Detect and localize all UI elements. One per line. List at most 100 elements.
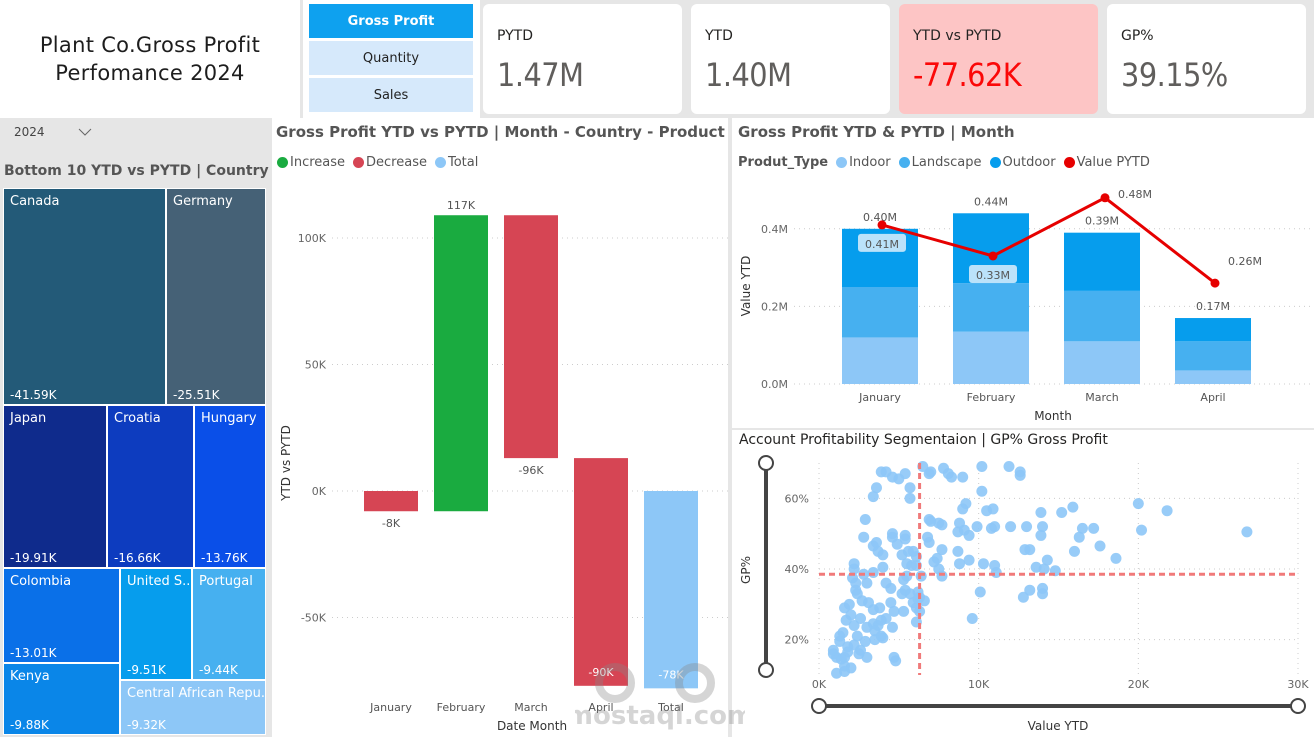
legend-dot-icon xyxy=(1063,157,1075,168)
x-tick-label: April xyxy=(1200,391,1225,404)
scatter-point xyxy=(848,620,860,632)
scatter-point xyxy=(1110,552,1122,564)
year-slicer[interactable]: 2024 xyxy=(0,120,270,144)
stacked-bar-segment xyxy=(953,331,1029,384)
treemap-cell[interactable]: United S... -9.51K xyxy=(120,568,192,680)
pytd-point xyxy=(1100,193,1110,203)
legend-item-landscape[interactable]: Landscape xyxy=(898,155,982,170)
legend-dot-icon xyxy=(353,157,365,168)
kpi-label: YTD vs PYTD xyxy=(913,28,1002,44)
x-tick-label: March xyxy=(514,701,548,714)
scatter-point xyxy=(870,482,882,494)
treemap-cell[interactable]: Canada -41.59K xyxy=(3,188,166,405)
report-title-line-1: Plant Co.Gross Profit xyxy=(39,33,261,57)
bar-total-label: 0.17M xyxy=(1196,300,1230,313)
scatter-point xyxy=(834,635,846,647)
metric-button-quantity[interactable]: Quantity xyxy=(309,41,473,75)
y-axis-title: YTD vs PYTD xyxy=(279,425,293,502)
x-axis-title: Value YTD xyxy=(1028,719,1089,733)
metric-button-sales[interactable]: Sales xyxy=(309,78,473,112)
country-value: -19.91K xyxy=(10,551,57,565)
treemap-cell[interactable]: Japan -19.91K xyxy=(3,405,107,568)
treemap-cell[interactable]: Croatia -16.66K xyxy=(107,405,194,568)
x-tick-label: March xyxy=(1085,391,1119,404)
x-tick-label: 20K xyxy=(1128,678,1150,691)
country-value: -13.01K xyxy=(10,646,57,660)
waterfall-bar xyxy=(364,491,418,512)
scatter-point xyxy=(901,558,913,570)
scatter-point xyxy=(861,577,873,589)
line-label: 0.33M xyxy=(976,269,1010,282)
scatter-point xyxy=(880,612,892,624)
country-value: -13.76K xyxy=(201,551,248,565)
kpi-card-gp-percent: GP% 39.15% xyxy=(1107,4,1306,114)
country-name: Croatia xyxy=(114,411,161,426)
kpi-label: YTD xyxy=(705,28,733,44)
legend-label: Landscape xyxy=(911,155,982,170)
y-tick-label: 20% xyxy=(785,634,809,647)
line-label: 0.41M xyxy=(865,238,899,251)
scatter-point xyxy=(904,492,916,504)
legend-item-indoor[interactable]: Indoor xyxy=(836,155,891,170)
legend-label: Value PYTD xyxy=(1076,155,1150,170)
y-tick-label: 40% xyxy=(785,563,809,576)
treemap-cell[interactable]: Hungary -13.76K xyxy=(194,405,266,568)
x-tick-label: 30K xyxy=(1287,678,1309,691)
stacked-bar-segment xyxy=(842,337,918,384)
scatter-point xyxy=(904,482,916,494)
scatter-point xyxy=(899,533,911,545)
treemap-cell[interactable]: Kenya -9.88K xyxy=(3,663,120,735)
y-tick-label: 50K xyxy=(305,359,327,372)
waterfall-title: Gross Profit YTD vs PYTD | Month - Count… xyxy=(276,123,725,141)
treemap-title: Bottom 10 YTD vs PYTD | Country xyxy=(4,163,269,179)
x-axis-title: Date Month xyxy=(497,719,567,733)
treemap-cell[interactable]: Portugal -9.44K xyxy=(192,568,266,680)
legend-item-total[interactable]: Total xyxy=(434,155,478,170)
treemap-cell[interactable]: Germany -25.51K xyxy=(166,188,266,405)
scatter-point xyxy=(877,561,889,573)
country-name: Kenya xyxy=(10,669,50,684)
scatter-point xyxy=(1136,524,1148,536)
x-tick-label: April xyxy=(588,701,613,714)
legend-item-increase[interactable]: Increase xyxy=(277,155,345,170)
data-label: -96K xyxy=(518,464,544,477)
scatter-point xyxy=(1021,521,1033,533)
y-tick-label: 0.2M xyxy=(761,300,788,313)
scatter-point xyxy=(977,558,989,570)
scatter-point xyxy=(1024,584,1036,596)
scatter-point xyxy=(987,503,999,515)
kpi-label: PYTD xyxy=(497,28,534,44)
legend-label: Outdoor xyxy=(1002,155,1056,170)
scatter-point xyxy=(1037,588,1049,600)
scatter-point xyxy=(858,531,870,543)
country-value: -9.44K xyxy=(199,663,238,677)
legend-label: Increase xyxy=(290,155,346,170)
value-slider-handle-left[interactable] xyxy=(811,698,827,714)
stacked-bar-segment xyxy=(1064,290,1140,342)
year-dropdown[interactable]: 2024 xyxy=(8,121,98,143)
gp-slider-handle-top[interactable] xyxy=(758,455,774,471)
scatter-point xyxy=(1094,540,1106,552)
scatter-point xyxy=(954,517,966,529)
scatter-point xyxy=(989,521,1001,533)
scatter-point xyxy=(899,584,911,596)
treemap-cell[interactable]: Colombia -13.01K xyxy=(3,568,120,663)
scatter-point xyxy=(859,635,871,647)
scatter-point xyxy=(855,612,867,624)
treemap-cell[interactable]: Central African Repu... -9.32K xyxy=(120,680,266,735)
x-tick-label: 10K xyxy=(968,678,990,691)
scatter-chart: 20% 40% 60% 0K 10K 20K 30K Value YTD GP% xyxy=(739,455,1309,733)
gp-slider-handle-bottom[interactable] xyxy=(758,662,774,678)
metric-button-gross-profit[interactable]: Gross Profit xyxy=(309,4,473,38)
data-label: 117K xyxy=(447,199,476,212)
scatter-point xyxy=(872,545,884,557)
legend-item-value-pytd[interactable]: Value PYTD xyxy=(1063,155,1150,170)
legend-item-outdoor[interactable]: Outdoor xyxy=(989,155,1056,170)
scatter-point xyxy=(1035,506,1047,518)
chevron-down-icon xyxy=(78,128,92,136)
legend-item-decrease[interactable]: Decrease xyxy=(353,155,427,170)
scatter-point xyxy=(867,491,879,503)
legend-dot-icon xyxy=(434,157,446,168)
value-slider-handle-right[interactable] xyxy=(1290,698,1306,714)
legend-dot-icon xyxy=(836,157,848,168)
